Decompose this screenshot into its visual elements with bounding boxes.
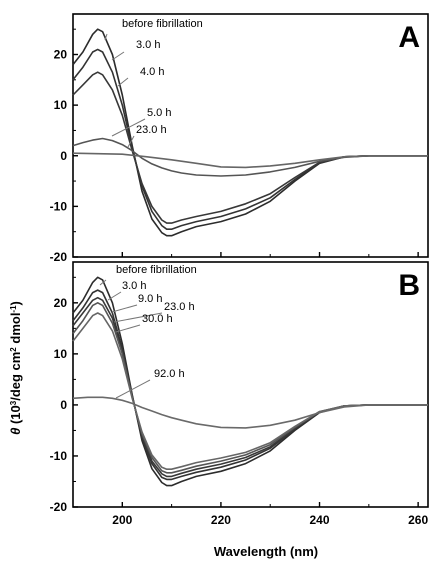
panel-b-y-tick-label: 0	[60, 398, 67, 412]
y-axis-title-group: θ (103/deg cm2 dmol-1)	[8, 301, 23, 435]
panel-b-y-tick-label: 20	[54, 296, 68, 310]
panel-a-series-line	[72, 28, 428, 237]
panel-a-annotation-label: 5.0 h	[147, 107, 171, 119]
panel-b-y-tick-label: 10	[54, 347, 68, 361]
panel-b-annotation-label: 9.0 h	[138, 293, 162, 305]
panel-b-annotation-leader	[115, 324, 141, 333]
panel-a-annotation-leader	[104, 33, 108, 41]
panel-b-y-tick-label: -10	[50, 449, 68, 463]
panel-a-y-tick-label: -20	[50, 250, 68, 264]
panel-b-annotation-leader	[107, 291, 122, 301]
panel-a-series-line	[72, 152, 428, 169]
panel-b-series-line	[72, 302, 428, 474]
panel-b-annotation-leader	[111, 304, 138, 313]
y-axis-title: θ (103/deg cm2 dmol-1)	[8, 301, 23, 435]
panel-a-y-tick-label: 20	[54, 48, 68, 62]
panel-b-annotation-leader	[99, 279, 107, 286]
panel-b-annotation-leader	[115, 379, 151, 399]
panel-a-annotation-label: 23.0 h	[136, 124, 167, 136]
panel-a-y-tick-label: 10	[54, 98, 68, 112]
x-tick-label: 260	[408, 513, 428, 527]
panel-a-annotation-label: before fibrillation	[122, 18, 203, 30]
y-axis-title-part1: (10	[8, 405, 23, 427]
panel-b-annotation-label: before fibrillation	[116, 264, 197, 276]
y-axis-title-part2: /deg cm	[8, 352, 23, 401]
panel-a-annotation-leader	[111, 118, 146, 137]
y-axis-title-part3: dmol	[8, 313, 23, 348]
panel-a-annotation-leader	[111, 51, 125, 61]
x-tick-label: 220	[211, 513, 231, 527]
x-tick-label: 240	[310, 513, 330, 527]
panel-b-annotation-label: 23.0 h	[164, 301, 195, 313]
panel-b-annotation-label: 30.0 h	[142, 313, 173, 325]
panel-a-letter: A	[398, 21, 420, 54]
x-tick-label: 200	[112, 513, 132, 527]
panel-b: 20 10 0 -10 -20 200 220 240 260 before fibrillati…	[50, 261, 429, 527]
y-axis-title-sup2: 2	[9, 347, 18, 352]
panel-a-y-tick-label: -10	[50, 199, 68, 213]
x-axis-title: Wavelength (nm)	[214, 544, 318, 559]
panel-a-annotation-label: 4.0 h	[140, 66, 164, 78]
panel-a-frame	[72, 13, 429, 258]
panel-a-series-line	[72, 137, 428, 177]
panel-b-series-line	[72, 276, 428, 487]
panel-b-annotation-label: 3.0 h	[122, 280, 146, 292]
panel-b-annotation-label: 92.0 h	[154, 368, 185, 380]
panel-b-frame	[72, 261, 429, 508]
panel-a: 20 10 0 -10 -20 before fibrillation 3.0 h 4.0 h…	[50, 13, 429, 264]
panel-b-series-line	[72, 396, 428, 429]
panel-a-annotation-leader	[117, 77, 129, 87]
panel-b-series-line	[72, 296, 428, 478]
y-axis-title-sup3: -1	[9, 305, 18, 313]
panel-b-series-line	[72, 312, 428, 470]
panel-b-annotation-leader	[113, 312, 163, 323]
panel-a-y-tick-label: 0	[60, 149, 67, 163]
panel-a-annotation-label: 3.0 h	[136, 39, 160, 51]
y-axis-title-symbol: θ	[8, 428, 23, 435]
panel-b-letter: B	[398, 269, 420, 302]
panel-b-y-tick-label: -20	[50, 500, 68, 514]
y-axis-title-sup1: 3	[9, 400, 18, 405]
panel-a-annotation-leader	[127, 135, 135, 148]
y-axis-title-end: )	[8, 301, 23, 305]
